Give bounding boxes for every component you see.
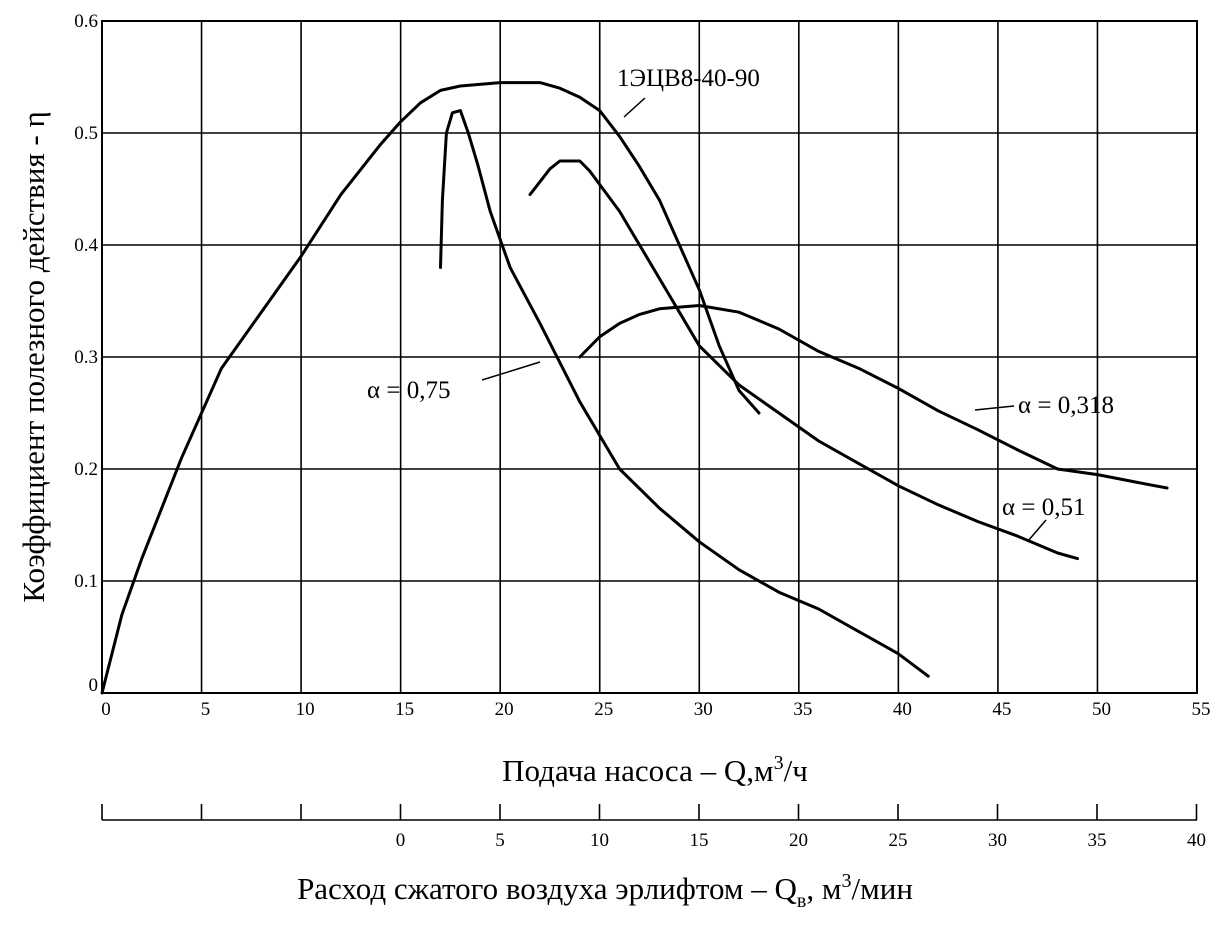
annotation-leader — [623, 97, 646, 118]
series-curve-2 — [528, 159, 1079, 561]
x-tick-label: 10 — [296, 699, 315, 720]
y-tick-label: 0 — [89, 675, 99, 696]
x-tick-label: 20 — [495, 699, 514, 720]
grid — [102, 21, 1197, 693]
x-tick-label: 0 — [101, 699, 111, 720]
y-tick-label: 0.2 — [74, 459, 98, 480]
secondary-tick-label: 15 — [690, 830, 709, 851]
secondary-axis: 0 5 10 15 20 25 30 35 40 — [101, 804, 1206, 851]
annotation-leader — [481, 361, 541, 381]
x-axis-title: Подача насоса – Q,м3/ч — [502, 752, 808, 788]
annotation-leader — [974, 405, 1015, 411]
x-tick-label: 15 — [395, 699, 414, 720]
y-tick-label: 0.6 — [74, 11, 98, 32]
secondary-tick-label: 30 — [988, 830, 1007, 851]
secondary-axis-title: Расход сжатого воздуха эрлифтом – Qв, м3… — [297, 870, 913, 912]
x-tick-label: 5 — [201, 699, 211, 720]
plot-frame — [101, 20, 1198, 694]
series-curve-0 — [100, 81, 761, 695]
x-tick-label: 30 — [694, 699, 713, 720]
secondary-tick-label: 25 — [889, 830, 908, 851]
x-tick-label: 35 — [793, 699, 812, 720]
series-curve-3 — [578, 304, 1169, 490]
tick-labels: 0 5 10 15 20 25 30 35 40 45 50 55 0 0.1 0.2 0.3 0.4 0.5 0.… — [74, 11, 1210, 720]
secondary-tick-label: 0 — [396, 830, 406, 851]
y-tick-label: 0.3 — [74, 347, 98, 368]
series-annotation: α = 0,318 — [1018, 392, 1114, 419]
secondary-tick-label: 10 — [590, 830, 609, 851]
y-tick-label: 0.4 — [74, 235, 98, 256]
curves — [100, 81, 1169, 695]
annotations: 1ЭЦВ8-40-90 α = 0,75 α = 0,51 α = 0,318 — [367, 65, 1114, 542]
secondary-tick-label: 40 — [1187, 830, 1206, 851]
y-tick-label: 0.5 — [74, 123, 98, 144]
x-tick-label: 45 — [992, 699, 1011, 720]
annotation-leader — [1027, 519, 1047, 542]
series-annotation: 1ЭЦВ8-40-90 — [617, 65, 760, 92]
series-curve-1 — [439, 109, 930, 678]
x-tick-label: 50 — [1092, 699, 1111, 720]
x-tick-label: 40 — [893, 699, 912, 720]
x-tick-label: 25 — [594, 699, 613, 720]
series-annotation: α = 0,51 — [1002, 494, 1085, 521]
secondary-tick-label: 5 — [495, 830, 505, 851]
y-tick-label: 0.1 — [74, 571, 98, 592]
x-tick-label: 55 — [1192, 699, 1211, 720]
y-axis-title: Коэффициент полезного действия - η — [16, 111, 51, 602]
secondary-tick-label: 35 — [1088, 830, 1107, 851]
secondary-tick-label: 20 — [789, 830, 808, 851]
series-annotation: α = 0,75 — [367, 377, 450, 404]
